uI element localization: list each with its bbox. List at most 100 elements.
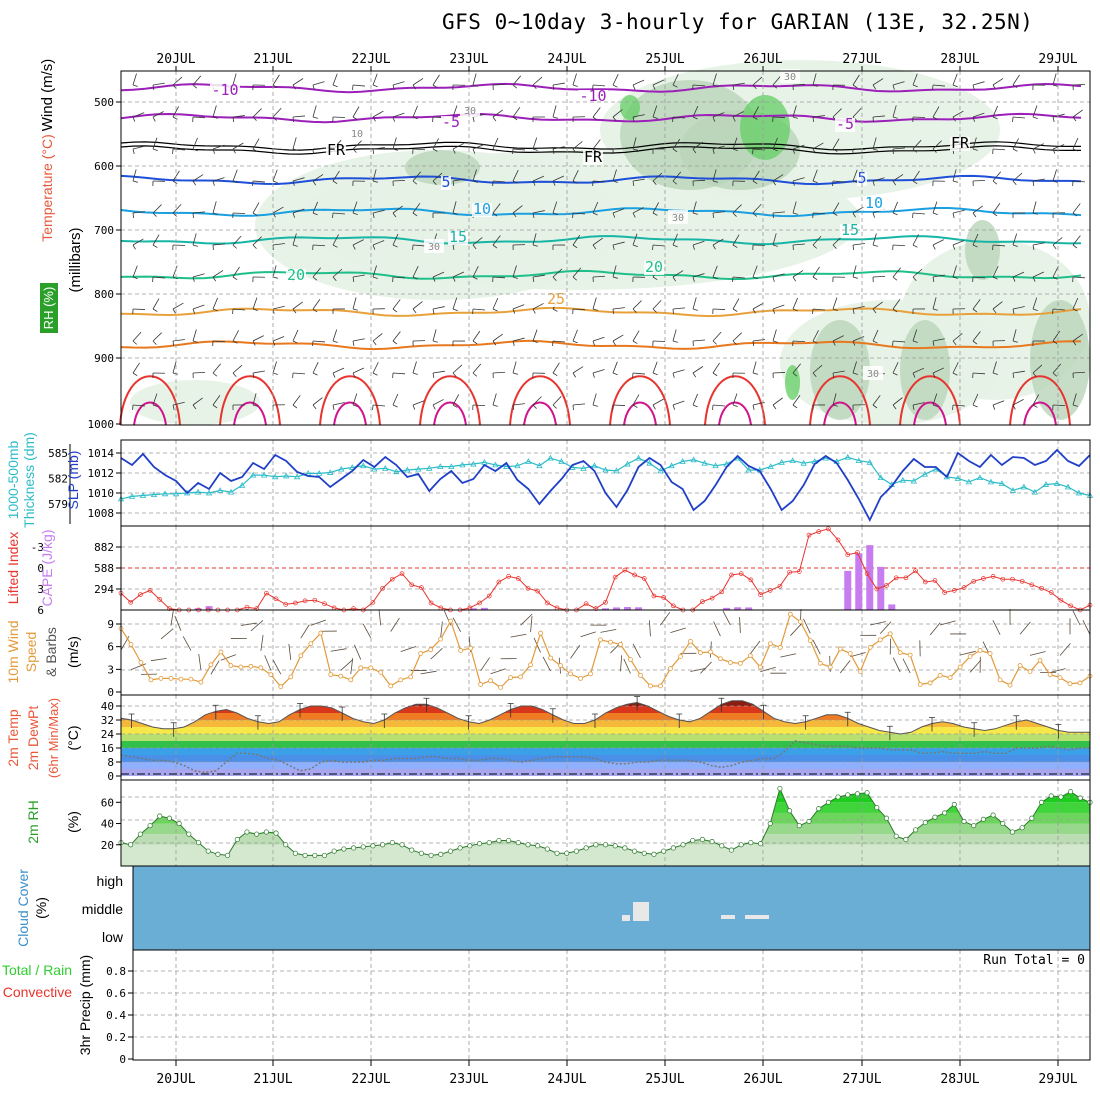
wind-barb — [412, 105, 418, 118]
thickness-point — [437, 463, 444, 469]
wind-barb-10m — [354, 644, 362, 660]
precip-tick: 0.6 — [106, 987, 126, 1000]
wind-barb-flag — [492, 116, 497, 122]
wind-speed-point — [278, 684, 284, 690]
wind-barb — [712, 73, 717, 86]
wind-barb — [232, 142, 244, 150]
thickness-point — [558, 458, 565, 464]
wind-barb — [832, 393, 837, 406]
wind-barb — [292, 372, 305, 375]
wind-barb — [172, 401, 185, 406]
rh-point — [205, 848, 211, 854]
wind-barb — [232, 235, 242, 246]
contour-label-bg — [472, 203, 492, 217]
wind-barb — [512, 337, 525, 342]
lifted-index-point — [167, 606, 172, 611]
wind-barb-flag — [552, 372, 558, 376]
wind-barb-flag — [992, 212, 998, 217]
cape-bar — [602, 608, 609, 610]
thickness-point — [338, 465, 345, 472]
wind-barb — [772, 397, 783, 406]
wind-barb-flag — [792, 148, 795, 154]
wind-barb-flag — [712, 372, 718, 377]
wind-barb-flag — [212, 180, 215, 186]
wind-speed-point — [538, 630, 543, 636]
wind-barb-10m — [690, 667, 707, 672]
contour-label-bg — [546, 293, 566, 307]
wind-barb-10m — [150, 658, 167, 662]
wind-barb-flag — [472, 244, 477, 250]
wind-barb-flag — [732, 308, 738, 312]
thickness-point — [415, 465, 422, 472]
wind-barb-10m — [330, 648, 347, 652]
wind-barb — [132, 238, 144, 246]
wind-barb-flag — [352, 372, 356, 378]
wind-barb-10m — [490, 668, 506, 675]
wind-barb — [932, 106, 940, 118]
wind-barb — [352, 297, 357, 310]
wind-speed-point — [1027, 669, 1033, 674]
wind-barb-flag — [872, 180, 875, 186]
minmax-bar — [339, 706, 346, 721]
wind-barb — [572, 170, 579, 182]
wind-barb — [852, 265, 857, 278]
lifted-index-point — [312, 597, 318, 603]
wind10-label-b: Speed — [23, 632, 39, 672]
contour-label-bg — [578, 90, 608, 104]
wind-barb — [1052, 144, 1065, 150]
wind-barb-flag — [432, 276, 436, 282]
wind-barb — [1012, 172, 1023, 182]
wind-speed-point — [458, 648, 464, 653]
wind-barb — [332, 234, 339, 246]
wind-barb-10m — [929, 622, 941, 636]
rh-point — [457, 845, 463, 851]
wind-barb — [212, 340, 226, 343]
date-label-bottom: 23JUL — [449, 1072, 488, 1087]
wind-barb — [632, 233, 638, 246]
wind-speed-point — [328, 672, 334, 678]
wind-barb-10m — [542, 656, 551, 672]
wind-barb — [652, 79, 665, 86]
wind-barb-flag — [1012, 372, 1015, 379]
rh-point — [990, 812, 996, 818]
wind-barb — [352, 106, 360, 118]
wind-barb — [592, 180, 605, 183]
rh-point — [409, 847, 415, 853]
thickness-point — [844, 453, 851, 460]
wind-barb-flag — [232, 148, 236, 154]
rh-point — [1039, 799, 1045, 805]
wind-barb — [372, 209, 385, 214]
rh-point — [883, 815, 890, 821]
rh-point — [1068, 789, 1074, 795]
wind-barb-flag — [192, 308, 196, 314]
wind-barb — [492, 393, 497, 406]
wind-barb — [592, 237, 604, 246]
wind-barb — [992, 148, 1006, 151]
wind-barb — [972, 331, 981, 342]
wind-barb — [392, 299, 401, 310]
slp-tick: 1010 — [88, 487, 115, 500]
wind-barb — [132, 308, 146, 310]
temp-band — [121, 689, 1090, 700]
wind-barb-10m — [480, 657, 490, 672]
rh-point — [225, 852, 231, 858]
lifted-index-point — [855, 550, 860, 555]
wind-barb — [212, 395, 221, 406]
temp2m-label-b: 2m DewPt — [25, 706, 41, 771]
minmax-bar — [254, 715, 261, 730]
wind-barb — [372, 147, 385, 150]
wind-barb — [972, 137, 977, 150]
wind-barb — [192, 211, 205, 214]
wind-barb — [772, 174, 784, 182]
rh-point — [622, 845, 628, 851]
wind-barb — [412, 244, 425, 247]
contour-label: 20 — [645, 258, 663, 276]
slp-line — [120, 448, 1091, 523]
wind-barb — [572, 329, 578, 342]
wind-barb-flag — [932, 276, 935, 282]
wind-speed-point — [498, 685, 504, 690]
rh-point — [699, 836, 705, 843]
wind-barb — [272, 169, 278, 182]
contour-label: 5 — [441, 173, 450, 191]
wind-barb-flag — [612, 84, 618, 88]
